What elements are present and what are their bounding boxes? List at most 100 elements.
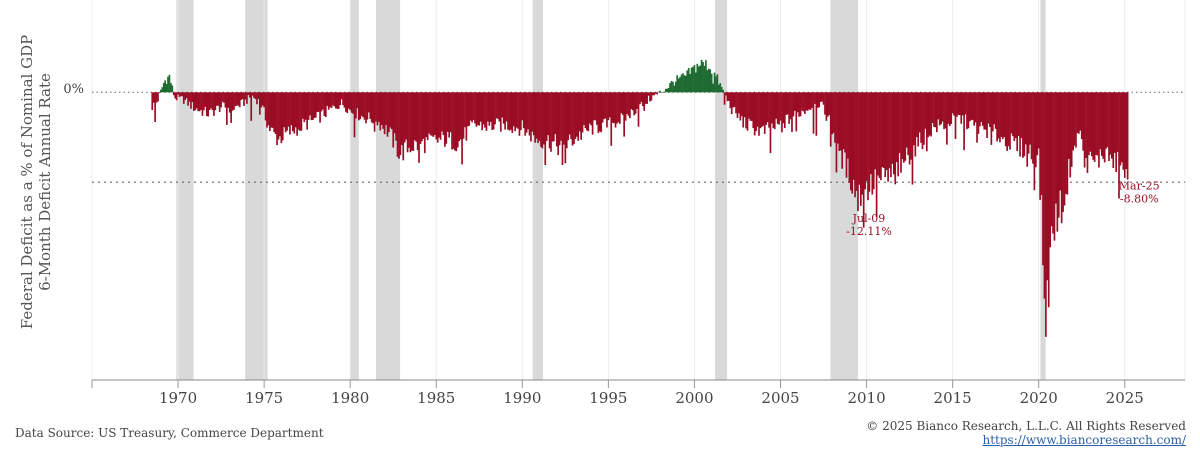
bar — [253, 92, 255, 99]
bar — [948, 92, 951, 127]
bar — [739, 92, 742, 121]
bar — [445, 92, 448, 144]
bar — [895, 92, 898, 163]
bar — [689, 73, 691, 93]
bar — [603, 92, 605, 120]
bar — [1112, 92, 1115, 168]
bar — [680, 74, 683, 93]
x-axis-ticks: 1970 1975 1980 1985 1990 1995 2000 2005 2010 2015… — [91, 380, 1144, 407]
bar — [1076, 92, 1079, 133]
bar — [799, 92, 802, 117]
bar — [1023, 92, 1026, 157]
x-tick-label-1985: 1985 — [417, 389, 455, 407]
bar — [676, 75, 679, 93]
bar — [164, 80, 166, 93]
bar — [227, 92, 230, 108]
bar — [729, 92, 732, 109]
bar — [304, 92, 307, 120]
bar — [1126, 92, 1129, 180]
annotation-1-line-2: -12.11% — [846, 225, 892, 238]
bar — [872, 92, 875, 190]
bar — [187, 92, 189, 106]
bar — [352, 92, 354, 114]
bar — [1079, 92, 1082, 131]
bar — [154, 92, 156, 123]
website-link[interactable]: https://www.biancoresearch.com/ — [982, 433, 1186, 447]
bar — [555, 92, 558, 147]
bar — [258, 92, 261, 115]
bar — [165, 84, 168, 93]
bar — [1007, 92, 1010, 147]
bar — [901, 92, 904, 160]
bar — [1109, 92, 1112, 155]
bar — [233, 92, 235, 110]
bar — [353, 92, 356, 138]
bar — [565, 92, 568, 149]
bar — [1069, 92, 1072, 178]
bar — [180, 92, 182, 96]
bar — [620, 92, 623, 114]
bar — [679, 77, 681, 93]
bar — [735, 92, 737, 114]
bar — [749, 92, 752, 121]
bar — [489, 92, 492, 122]
bar — [182, 92, 185, 104]
bar — [887, 92, 889, 182]
bar — [544, 92, 547, 166]
bar — [363, 92, 366, 120]
bar — [518, 92, 521, 136]
bar — [564, 92, 567, 164]
bar — [246, 92, 248, 104]
bar — [956, 92, 958, 117]
bar — [713, 72, 716, 93]
bar — [244, 92, 247, 100]
bar — [776, 92, 779, 124]
bar — [1026, 92, 1029, 167]
bar — [191, 92, 194, 103]
bar — [783, 92, 786, 129]
bar — [604, 92, 607, 119]
bar — [904, 92, 907, 161]
bar — [514, 92, 516, 132]
bar — [1059, 92, 1062, 191]
bar — [1062, 92, 1064, 212]
bar — [1102, 92, 1105, 159]
bar — [267, 92, 270, 126]
bar — [884, 92, 887, 178]
bar — [769, 92, 772, 154]
bar — [647, 92, 650, 96]
bar — [507, 92, 509, 130]
bar — [316, 92, 319, 112]
bar — [192, 92, 195, 111]
bar — [649, 92, 651, 102]
bar — [181, 92, 184, 97]
bar — [290, 92, 293, 126]
bar — [687, 67, 690, 93]
bar — [320, 92, 323, 112]
bar — [527, 92, 529, 130]
bar — [630, 92, 633, 110]
bar — [390, 92, 393, 130]
bar — [557, 92, 560, 156]
bar — [828, 92, 831, 116]
bar — [432, 92, 435, 137]
bar — [692, 66, 694, 93]
bar — [659, 90, 661, 93]
bar — [339, 92, 341, 106]
bar — [844, 92, 846, 153]
bar — [462, 92, 465, 139]
bar — [627, 92, 630, 116]
bar — [640, 92, 643, 102]
bar — [485, 92, 488, 131]
bar — [343, 92, 346, 108]
bar — [1034, 92, 1037, 168]
bar — [937, 92, 940, 120]
bar — [936, 92, 938, 133]
bar — [200, 92, 202, 110]
bar — [326, 92, 329, 106]
bar — [524, 92, 527, 136]
bar — [515, 92, 518, 128]
x-tick-label-1975: 1975 — [245, 389, 283, 407]
bar — [915, 92, 918, 138]
bar — [317, 92, 320, 112]
